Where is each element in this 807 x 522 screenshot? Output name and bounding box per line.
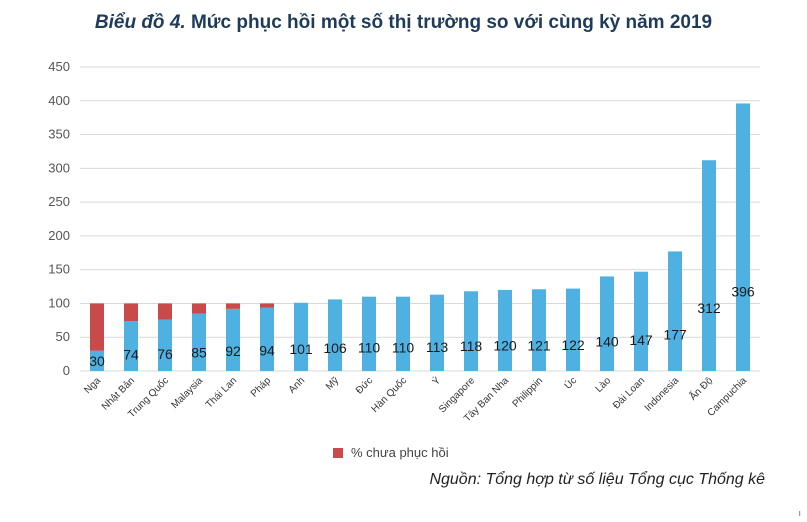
bar-recovery (634, 271, 648, 371)
data-label: 147 (629, 332, 653, 348)
legend-label: % chưa phục hồi (351, 445, 449, 460)
bar-recovery (158, 319, 172, 371)
chart-title-text: Mức phục hồi một số thị trường so với cù… (185, 12, 713, 33)
data-label: 101 (289, 341, 313, 357)
source-note: Nguồn: Tổng hợp từ số liệu Tổng cục Thốn… (429, 471, 765, 488)
data-label: 120 (493, 337, 517, 353)
bar-recovery (532, 289, 546, 371)
x-tick-label: Đức (354, 375, 375, 396)
y-tick-label: 0 (63, 363, 70, 378)
bar-not-recovered (226, 303, 240, 309)
chart-title-lead: Biểu đồ 4. (94, 12, 186, 33)
x-tick-label: Úc (561, 374, 579, 392)
x-tick-label: Hàn Quốc (369, 375, 409, 415)
x-tick-label: Ấn Độ (686, 374, 715, 403)
bar-not-recovered (158, 303, 172, 320)
y-tick-label: 400 (48, 93, 70, 108)
bar-recovery (498, 289, 512, 371)
x-tick-label: Ý (429, 374, 443, 388)
data-label: 110 (392, 339, 415, 355)
y-tick-label: 100 (48, 295, 70, 310)
data-label: 85 (191, 344, 207, 360)
bar-recovery (702, 160, 716, 371)
x-tick-label: Anh (287, 375, 307, 395)
legend-swatch (333, 447, 343, 458)
x-tick-label: Pháp (249, 375, 274, 400)
bar-recovery (396, 296, 410, 371)
bar-recovery (328, 299, 342, 371)
bar-recovery (600, 276, 614, 371)
bar-recovery (90, 350, 104, 371)
y-tick-label: 300 (48, 160, 70, 175)
data-label: 106 (323, 340, 347, 356)
bar-recovery (362, 296, 376, 371)
y-tick-label: 200 (48, 228, 70, 243)
y-tick-label: 150 (48, 262, 70, 277)
data-label: 396 (731, 283, 755, 299)
bar-not-recovered (124, 303, 138, 322)
data-label: 121 (527, 337, 551, 353)
x-tick-label: Philippin (511, 375, 546, 410)
bar-recovery (226, 308, 240, 371)
bar-recovery (668, 251, 682, 371)
chart-title: Biểu đồ 4. Mức phục hồi một số thị trườn… (0, 12, 807, 34)
y-tick-label: 50 (56, 329, 70, 344)
data-label: 113 (426, 339, 449, 355)
data-label: 140 (595, 334, 619, 350)
bar-recovery (464, 291, 478, 371)
data-label: 30 (89, 353, 105, 369)
x-tick-label: Mỹ (324, 375, 341, 392)
data-label: 94 (259, 343, 275, 359)
x-tick-label: Indonesia (643, 375, 682, 414)
x-tick-label: Lào (594, 375, 614, 395)
data-label: 177 (663, 326, 687, 342)
bar-recovery (260, 307, 274, 371)
bar-recovery (124, 321, 138, 371)
bar-recovery (566, 288, 580, 371)
data-label: 312 (697, 300, 721, 316)
data-label: 110 (358, 339, 381, 355)
y-tick-label: 350 (48, 127, 70, 142)
bar-recovery (192, 313, 206, 371)
data-label: 118 (460, 338, 483, 354)
legend: % chưa phục hồi (333, 445, 449, 460)
data-label: 74 (123, 347, 139, 363)
bar-not-recovered (260, 303, 274, 308)
data-label: 92 (225, 343, 241, 359)
page-mark: ı (798, 508, 801, 518)
x-tick-label: Nga (82, 375, 103, 396)
x-tick-label: Thái Lan (204, 375, 239, 410)
data-label: 76 (157, 346, 173, 362)
y-tick-label: 450 (48, 59, 70, 74)
bar-recovery (736, 103, 750, 371)
bar-recovery (430, 294, 444, 371)
y-tick-label: 250 (48, 194, 70, 209)
x-tick-label: Malaysia (169, 375, 205, 411)
bar-not-recovered (90, 303, 104, 351)
bar-not-recovered (192, 303, 206, 314)
data-label: 122 (561, 337, 585, 353)
bar-recovery (294, 302, 308, 371)
